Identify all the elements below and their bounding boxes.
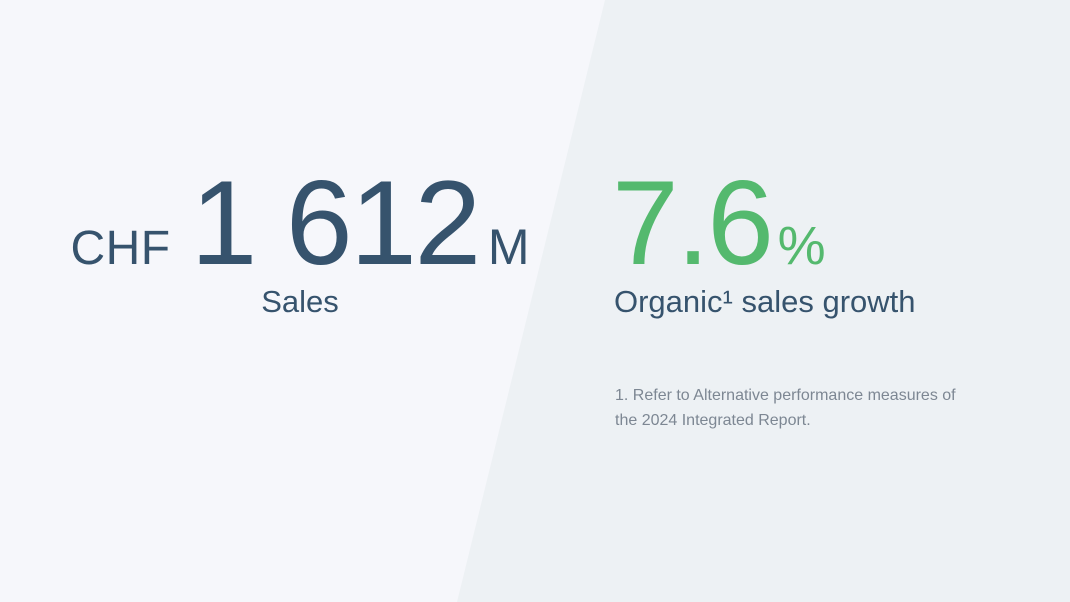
sales-currency: CHF <box>70 222 171 275</box>
sales-value: 1 612 <box>190 156 482 290</box>
organic-growth-label: Organic¹ sales growth <box>614 284 916 319</box>
organic-growth-stat-group: 7.6 % <box>612 163 826 283</box>
sales-label: Sales <box>261 284 339 319</box>
sales-stat-group: CHF 1 612 M <box>0 163 600 283</box>
footnote-text: 1. Refer to Alternative performance meas… <box>615 387 956 429</box>
organic-growth-value: 7.6 <box>612 156 774 290</box>
sales-unit: M <box>487 219 530 275</box>
organic-growth-unit: % <box>777 216 826 276</box>
